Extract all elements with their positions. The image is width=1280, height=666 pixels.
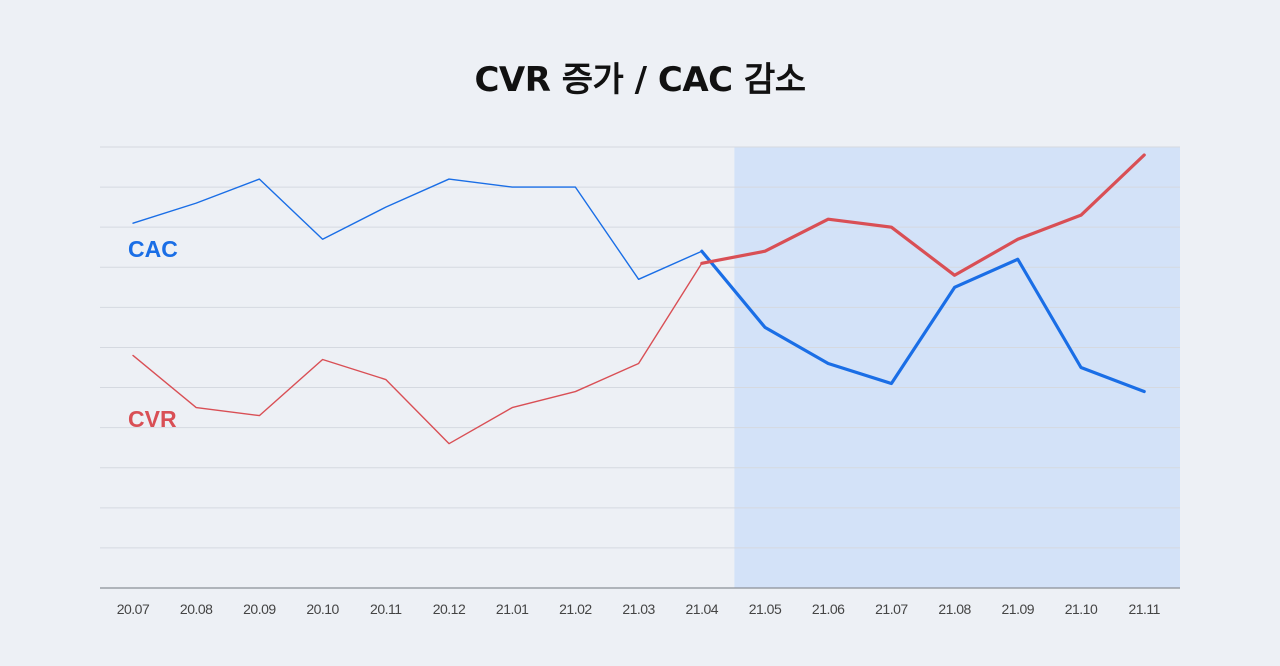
- x-tick-label: 21.03: [622, 601, 655, 617]
- x-tick-label: 21.11: [1128, 601, 1160, 617]
- series-label-cvr: CVR: [128, 406, 177, 432]
- x-tick-label: 20.09: [243, 601, 276, 617]
- series-line-cvr-highlighted: [700, 153, 1146, 277]
- x-tick-label: 20.07: [117, 601, 150, 617]
- x-tick-label: 21.02: [559, 601, 592, 617]
- x-tick-label: 21.01: [496, 601, 529, 617]
- series-label-cac: CAC: [128, 236, 178, 262]
- series-lines: [132, 153, 1146, 445]
- chart-title: CVR 증가 / CAC 감소: [474, 60, 806, 100]
- x-tick-label: 21.05: [749, 601, 782, 617]
- x-tick-label: 21.09: [1002, 601, 1035, 617]
- x-tick-label: 20.11: [370, 601, 402, 617]
- series-line-cac-highlighted: [700, 249, 1146, 394]
- series-line-cvr-past: [132, 262, 703, 445]
- x-tick-label: 21.08: [938, 601, 971, 617]
- x-tick-labels: 20.07 20.08 20.09 20.10 20.11 20.12 21.01 21.02…: [117, 601, 1161, 617]
- x-tick-label: 20.08: [180, 601, 213, 617]
- gridlines: [100, 146, 1180, 549]
- x-tick-label: 21.06: [812, 601, 845, 617]
- x-tick-label: 21.10: [1065, 601, 1098, 617]
- x-tick-label: 21.07: [875, 601, 908, 617]
- x-tick-label: 20.10: [306, 601, 339, 617]
- x-tick-label: 21.04: [686, 601, 719, 617]
- series-line-cac-past: [132, 178, 703, 280]
- highlight-region: [734, 147, 1180, 588]
- x-tick-label: 20.12: [433, 601, 466, 617]
